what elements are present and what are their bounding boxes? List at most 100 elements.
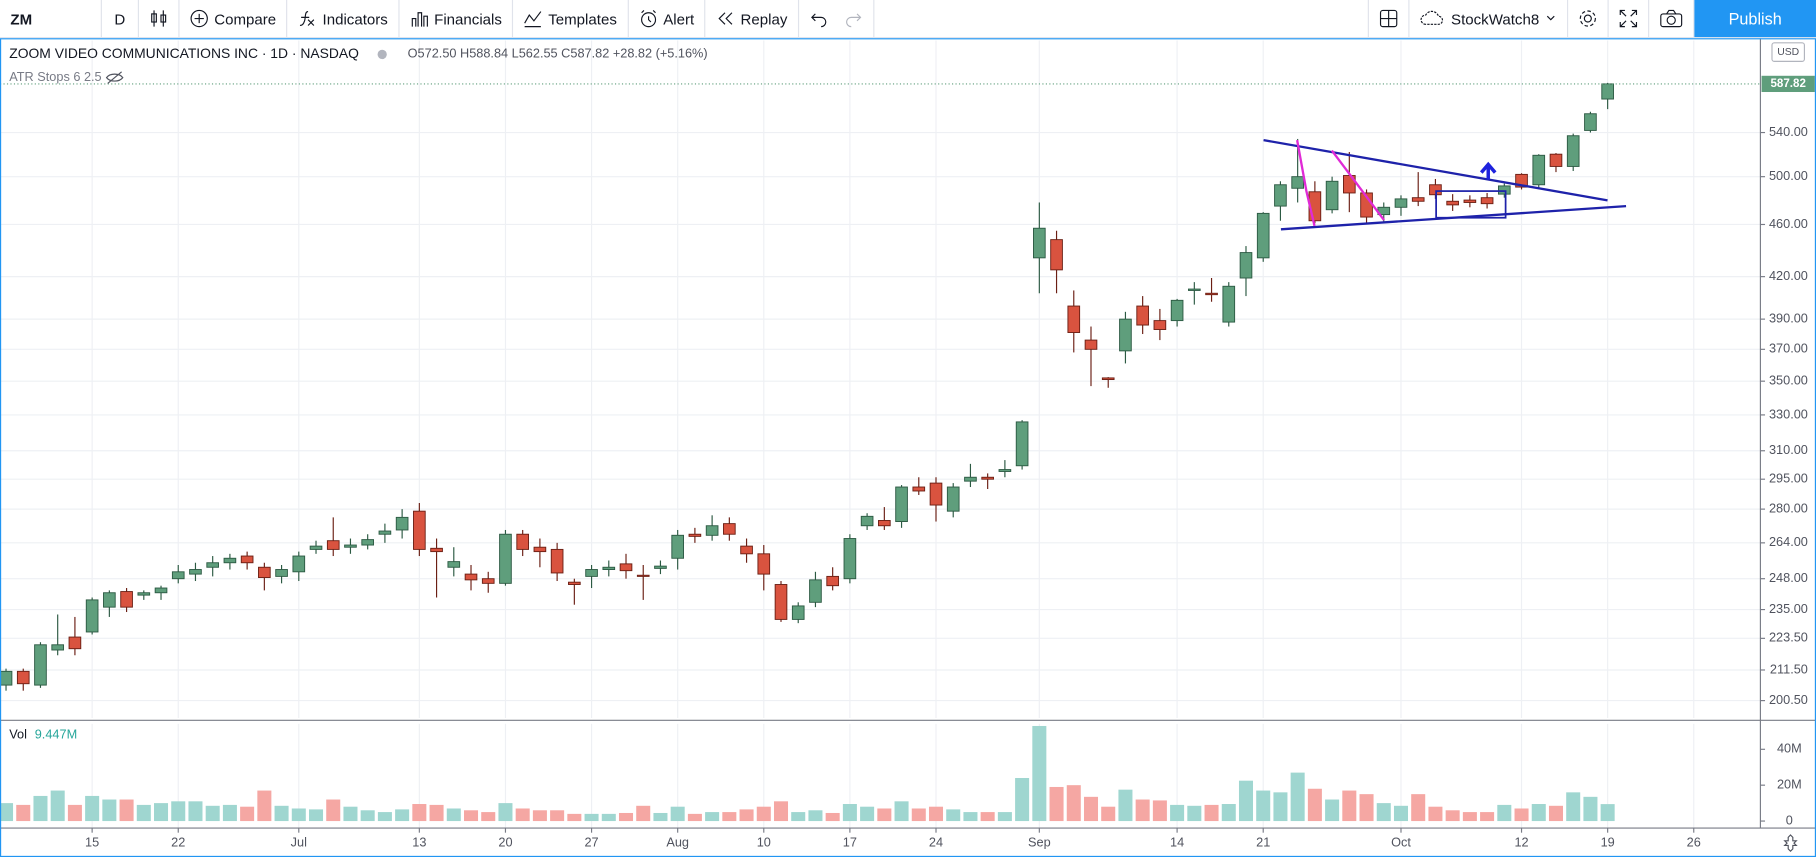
volume-bar [1221, 804, 1236, 822]
x-tick-label: 10 [757, 834, 771, 849]
volume-bar [1015, 777, 1030, 822]
y-tick-label: 420.00 [1769, 268, 1808, 283]
y-tick-label: 370.00 [1769, 341, 1808, 356]
swing-line[interactable] [1330, 149, 1385, 221]
candle-body [895, 486, 908, 523]
volume-bar [1531, 804, 1546, 822]
volume-bar [705, 812, 720, 822]
volume-bar [515, 808, 530, 822]
volume-bar [1480, 812, 1495, 822]
compare-button[interactable]: Compare [180, 0, 288, 38]
volume-bar [1290, 772, 1305, 822]
volume-bar [618, 812, 634, 822]
chart-style[interactable] [139, 0, 180, 38]
volume-bar [825, 812, 840, 822]
settings-icon[interactable] [1783, 834, 1798, 853]
layout-name[interactable]: StockWatch8 [1409, 0, 1569, 38]
templates-icon [524, 11, 542, 28]
volume-bar [1083, 796, 1099, 822]
volume-bar [601, 813, 616, 822]
snapshot-button[interactable] [1649, 0, 1695, 38]
volume-bar [963, 812, 978, 822]
volume-bar [343, 806, 358, 822]
layout-button[interactable] [1367, 0, 1410, 38]
redo-icon[interactable] [844, 9, 863, 28]
y-tick-label: 200.50 [1769, 692, 1808, 707]
volume-bar [1497, 804, 1512, 822]
candle-body [740, 545, 753, 555]
volume-bar [136, 804, 151, 822]
candle-body [206, 562, 220, 568]
volume-bar [911, 808, 926, 822]
candle-body [189, 569, 202, 575]
hidden-icon[interactable] [105, 71, 124, 84]
volume-bar [584, 813, 599, 822]
candle-body [34, 644, 47, 686]
volume-bar [1187, 805, 1202, 822]
candle-body [533, 546, 547, 553]
candle-body [103, 592, 116, 608]
replay-button[interactable]: Replay [706, 0, 799, 38]
interval[interactable]: D [102, 0, 139, 38]
candle-body [929, 482, 943, 506]
box[interactable] [1435, 190, 1507, 219]
volume-bar [429, 804, 444, 822]
currency-box [1771, 42, 1805, 62]
y-tick-label: 264.00 [1769, 534, 1808, 549]
y-tick-label: 223.50 [1769, 630, 1808, 645]
symbol[interactable]: ZM [0, 0, 102, 38]
arrow[interactable] [1479, 161, 1497, 180]
y-tick-label: 310.00 [1769, 442, 1808, 457]
trend-line[interactable] [1263, 138, 1608, 202]
volume-bar [1118, 789, 1133, 822]
marks [0, 82, 1615, 822]
candle-body [1325, 180, 1339, 211]
volume-bar [102, 799, 117, 822]
candle-body [1463, 199, 1477, 203]
candle-body [1515, 173, 1528, 188]
candle-body [481, 578, 495, 584]
volume-bar [377, 812, 392, 822]
candle-body [275, 569, 288, 577]
candle-body [843, 538, 857, 580]
volume-bar [1152, 800, 1167, 822]
undo-redo [799, 0, 875, 38]
candle-body [464, 573, 478, 581]
status-dot [377, 49, 387, 60]
candle-body [1188, 288, 1201, 291]
ohlc: O572.50 H588.84 L562.55 C587.82 +28.82 (… [408, 46, 708, 61]
templates-button[interactable]: Templates [513, 0, 629, 38]
candle-body [1584, 113, 1597, 131]
candle-body [413, 510, 426, 550]
candle-body [1119, 318, 1132, 352]
volume-bar [0, 803, 14, 822]
undo-icon[interactable] [809, 9, 828, 28]
volume-bar [1256, 790, 1271, 822]
candle-body [636, 574, 650, 577]
candle-body [1532, 154, 1546, 186]
candle-body [258, 566, 271, 579]
settings-button[interactable] [1568, 0, 1609, 38]
swing-line[interactable] [1295, 139, 1316, 227]
volume-bar [1307, 788, 1322, 822]
volume-bar [1376, 803, 1391, 822]
alert-button[interactable]: Alert [628, 0, 706, 38]
candle-body [654, 565, 667, 569]
financials-button[interactable]: Financials [399, 0, 514, 38]
publish-button[interactable]: Publish [1694, 0, 1816, 38]
candle-body [1153, 320, 1167, 330]
candle-body [68, 636, 82, 650]
volume-bar [1170, 804, 1185, 822]
indicator-label[interactable]: ATR Stops 6 2.5 [9, 69, 101, 84]
fullscreen-button[interactable] [1609, 0, 1650, 38]
volume-bar [567, 813, 582, 822]
volume-bar [860, 806, 875, 822]
label: Financials [434, 9, 502, 28]
indicators-button[interactable]: Indicators [288, 0, 400, 38]
candle-body [361, 539, 375, 546]
chart-title: ZOOM VIDEO COMMUNICATIONS INC · 1D · NAS… [9, 45, 359, 61]
volume-bar [636, 805, 651, 822]
volume-bar [1514, 808, 1529, 822]
candle-body [1566, 135, 1580, 167]
